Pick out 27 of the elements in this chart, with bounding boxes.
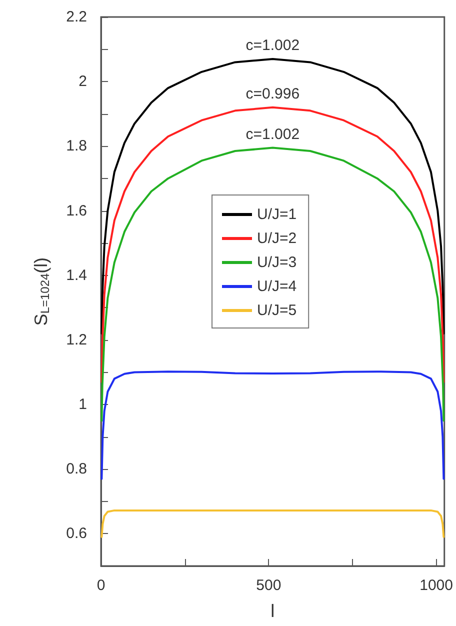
y-tick-label: 2.2 [66,8,87,26]
legend-label: U/J=3 [257,254,297,271]
annotation: c=0.996 [246,85,300,102]
legend-label: U/J=5 [257,302,297,319]
y-tick-label: 0.8 [66,460,87,478]
y-axis-title: SL=1024(l) [31,257,52,326]
line-series [100,509,445,538]
line-series [100,106,445,383]
y-tick-label: 1.4 [66,266,87,284]
y-tick-label: 0.6 [66,525,87,542]
x-tick-label: 1000 [420,577,454,594]
x-tick-label: 0 [96,577,106,594]
legend-label: U/J=1 [257,206,297,223]
legend-label: U/J=4 [257,278,297,295]
y-tick-label: 1.8 [66,138,87,155]
y-tick-label: 2 [78,73,87,90]
y-tick-label: 1 [78,396,87,414]
y-tick-label: 1.2 [66,331,87,348]
x-axis-title: l [270,601,275,621]
x-tick-label: 500 [256,577,282,594]
annotation: c=1.002 [246,126,300,143]
annotation: c=1.002 [246,36,300,54]
y-tick-label: 1.6 [66,202,87,220]
line-series [100,58,445,334]
legend-label: U/J=2 [257,230,297,247]
line-series [100,370,445,480]
line-series [100,146,445,422]
